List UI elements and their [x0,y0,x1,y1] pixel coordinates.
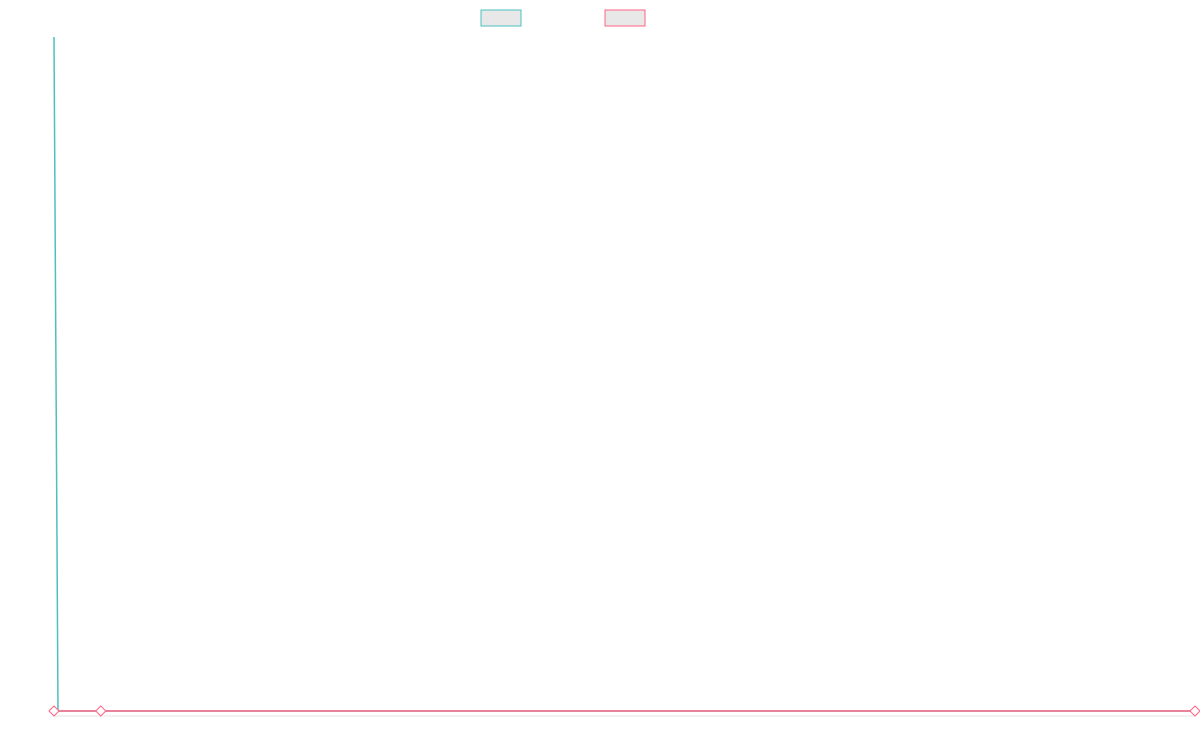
legend [480,9,646,27]
plot-area [48,36,1200,717]
data-point [1189,705,1200,717]
legend-swatch[interactable] [480,9,522,27]
legend-swatch[interactable] [604,9,646,27]
data-point [95,705,107,717]
series-line [53,36,1195,712]
data-point [48,705,60,717]
